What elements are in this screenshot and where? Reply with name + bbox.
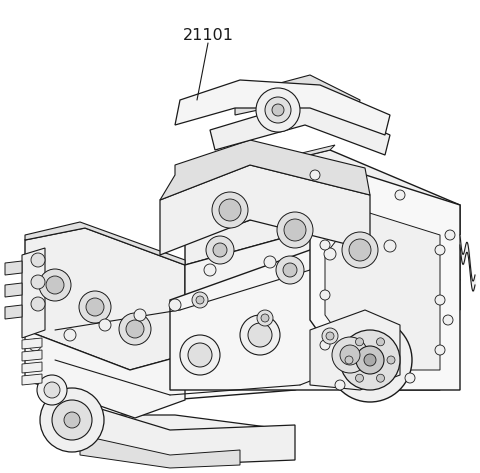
Circle shape: [345, 356, 353, 364]
Circle shape: [119, 313, 151, 345]
Polygon shape: [170, 250, 440, 390]
Polygon shape: [160, 140, 370, 200]
Circle shape: [276, 256, 304, 284]
Polygon shape: [160, 165, 370, 255]
Polygon shape: [185, 145, 335, 185]
Polygon shape: [5, 305, 22, 319]
Circle shape: [376, 374, 384, 382]
Polygon shape: [55, 400, 290, 435]
Polygon shape: [25, 330, 185, 418]
Circle shape: [376, 338, 384, 346]
Circle shape: [192, 292, 208, 308]
Polygon shape: [310, 170, 460, 390]
Circle shape: [37, 375, 67, 405]
Circle shape: [384, 240, 396, 252]
Polygon shape: [185, 225, 460, 310]
Circle shape: [364, 354, 376, 366]
Circle shape: [261, 314, 269, 322]
Polygon shape: [325, 210, 440, 370]
Circle shape: [387, 356, 395, 364]
Circle shape: [395, 190, 405, 200]
Circle shape: [31, 253, 45, 267]
Polygon shape: [5, 283, 22, 297]
Circle shape: [435, 295, 445, 305]
Circle shape: [204, 264, 216, 276]
Circle shape: [248, 323, 272, 347]
Circle shape: [320, 240, 330, 250]
Circle shape: [188, 343, 212, 367]
Polygon shape: [25, 222, 185, 265]
Circle shape: [31, 297, 45, 311]
Circle shape: [256, 88, 300, 132]
Circle shape: [277, 212, 313, 248]
Circle shape: [340, 345, 360, 365]
Circle shape: [257, 310, 273, 326]
Circle shape: [356, 346, 384, 374]
Polygon shape: [22, 248, 45, 338]
Circle shape: [169, 299, 181, 311]
Polygon shape: [22, 374, 42, 385]
Circle shape: [283, 263, 297, 277]
Circle shape: [435, 245, 445, 255]
Circle shape: [31, 275, 45, 289]
Polygon shape: [210, 100, 390, 155]
Polygon shape: [175, 80, 390, 135]
Circle shape: [356, 338, 363, 346]
Circle shape: [39, 269, 71, 301]
Circle shape: [52, 400, 92, 440]
Circle shape: [443, 315, 453, 325]
Circle shape: [206, 236, 234, 264]
Circle shape: [405, 373, 415, 383]
Circle shape: [349, 239, 371, 261]
Circle shape: [332, 337, 368, 373]
Polygon shape: [22, 338, 42, 349]
Polygon shape: [310, 310, 400, 390]
Circle shape: [44, 382, 60, 398]
Polygon shape: [55, 395, 295, 465]
Circle shape: [284, 219, 306, 241]
Circle shape: [40, 388, 104, 452]
Circle shape: [340, 330, 400, 390]
Polygon shape: [25, 228, 185, 370]
Circle shape: [46, 276, 64, 294]
Polygon shape: [185, 150, 460, 280]
Circle shape: [445, 230, 455, 240]
Circle shape: [272, 104, 284, 116]
Circle shape: [64, 329, 76, 341]
Circle shape: [180, 335, 220, 375]
Circle shape: [213, 243, 227, 257]
Polygon shape: [5, 261, 22, 275]
Circle shape: [356, 374, 363, 382]
Circle shape: [126, 320, 144, 338]
Polygon shape: [35, 250, 440, 400]
Text: 21101: 21101: [182, 28, 233, 43]
Circle shape: [324, 248, 336, 260]
Polygon shape: [22, 350, 42, 361]
Circle shape: [310, 170, 320, 180]
Circle shape: [99, 319, 111, 331]
Circle shape: [196, 296, 204, 304]
Circle shape: [240, 315, 280, 355]
Circle shape: [265, 97, 291, 123]
Circle shape: [219, 199, 241, 221]
Circle shape: [335, 380, 345, 390]
Circle shape: [64, 412, 80, 428]
Circle shape: [86, 298, 104, 316]
Circle shape: [326, 332, 334, 340]
Polygon shape: [80, 435, 240, 468]
Circle shape: [435, 345, 445, 355]
Circle shape: [342, 232, 378, 268]
Circle shape: [79, 291, 111, 323]
Circle shape: [134, 309, 146, 321]
Polygon shape: [22, 362, 42, 373]
Circle shape: [320, 290, 330, 300]
Circle shape: [322, 328, 338, 344]
Circle shape: [29, 339, 41, 351]
Circle shape: [212, 192, 248, 228]
Circle shape: [320, 340, 330, 350]
Circle shape: [264, 256, 276, 268]
Circle shape: [328, 318, 412, 402]
Polygon shape: [235, 75, 360, 120]
